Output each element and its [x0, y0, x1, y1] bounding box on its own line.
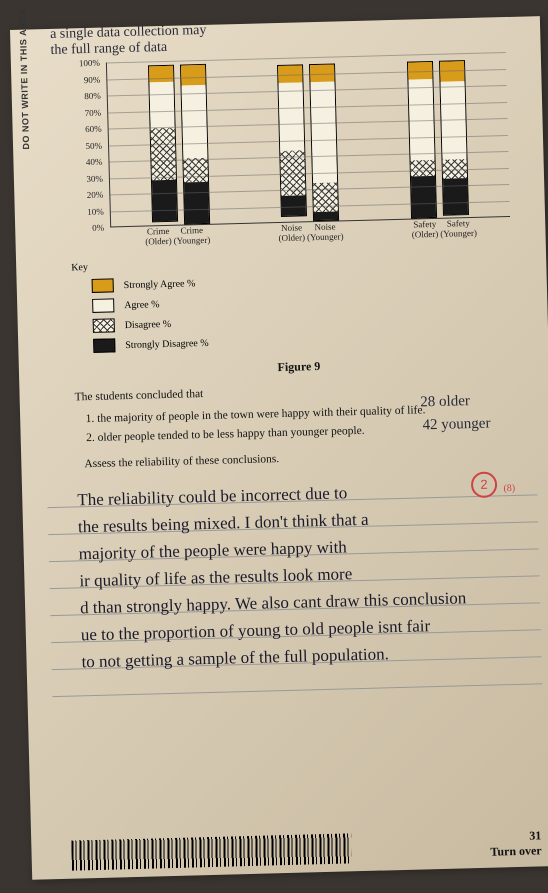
legend-label: Disagree %	[125, 318, 172, 330]
stacked-bar	[439, 60, 469, 216]
do-not-write-label: DO NOT WRITE IN THIS AREA	[17, 8, 31, 149]
exam-page: a single data collection may the full ra…	[10, 16, 548, 880]
x-label-pair: Crime(Older)Crime(Younger)	[145, 225, 210, 257]
x-label: Crime(Younger)	[173, 225, 210, 256]
x-label: Noise(Older)	[278, 222, 305, 253]
chart-plot	[106, 52, 510, 227]
bar-segment-a	[181, 84, 207, 158]
legend-swatch	[92, 278, 114, 293]
x-label: Safety(Younger)	[440, 218, 477, 249]
legend-label: Agree %	[124, 299, 160, 311]
stacked-bar	[180, 64, 210, 225]
legend-row: Strongly Disagree %	[93, 328, 523, 353]
y-tick-label: 30%	[86, 173, 103, 183]
legend-label: Strongly Agree %	[124, 278, 196, 291]
y-tick-label: 20%	[87, 190, 104, 200]
x-label-pair: Noise(Older)Noise(Younger)	[278, 221, 343, 253]
x-label: Noise(Younger)	[307, 221, 344, 252]
bar-segment-sd	[314, 211, 338, 220]
bar-segment-sd	[443, 179, 468, 215]
bar-segment-d	[314, 182, 339, 212]
student-handwriting: The reliability could be incorrect due t…	[77, 475, 532, 676]
y-tick-label: 0%	[92, 223, 104, 233]
bar-segment-a	[311, 81, 338, 183]
stacked-bar	[407, 61, 437, 218]
y-tick-label: 60%	[85, 124, 102, 134]
handwritten-note-younger: 42 younger	[422, 416, 490, 435]
y-tick-label: 100%	[79, 58, 100, 69]
page-number: 31	[490, 828, 542, 844]
y-tick-label: 50%	[85, 140, 102, 150]
bar-pair	[277, 64, 339, 222]
bar-segment-sd	[152, 180, 177, 221]
bar-segment-d	[150, 128, 175, 181]
bar-segment-sd	[184, 182, 209, 223]
bar-segment-a	[149, 82, 174, 128]
assess-prompt: Assess the reliability of these conclusi…	[84, 443, 526, 474]
x-label: Safety(Older)	[411, 219, 438, 250]
legend-swatch	[92, 298, 114, 313]
x-label: Crime(Older)	[145, 226, 172, 257]
bar-segment-sa	[181, 65, 206, 85]
turn-over: Turn over	[490, 843, 542, 859]
mark-total: (8)	[503, 483, 515, 494]
bar-segment-d	[183, 158, 208, 183]
answer-area: 2 (8) The reliability could be incorrect…	[77, 475, 532, 697]
y-axis: 0%10%20%30%40%50%60%70%80%90%100%	[66, 63, 108, 229]
barcode	[71, 833, 352, 870]
y-tick-label: 70%	[85, 107, 102, 117]
legend-swatch	[93, 318, 115, 333]
bar-segment-d	[411, 160, 435, 177]
stacked-bar-chart: 0% 10% 20% 30% 40% 50% 60% 70% 80% 90% 100% Crime(…	[66, 52, 521, 259]
ruled-line	[52, 683, 542, 697]
y-tick-label: 80%	[84, 91, 101, 101]
y-tick-label: 40%	[86, 157, 103, 167]
bar-segment-sd	[411, 176, 436, 217]
page-footer: 31 Turn over	[71, 828, 542, 870]
stacked-bar	[309, 64, 339, 221]
handwritten-note-older: 28 older	[420, 393, 470, 411]
bar-segment-sa	[440, 61, 465, 81]
y-tick-label: 10%	[87, 206, 104, 216]
footer-text: 31 Turn over	[490, 828, 542, 859]
legend-label: Strongly Disagree %	[125, 337, 209, 350]
x-label-pair: Safety(Older)Safety(Younger)	[411, 218, 476, 250]
legend-swatch	[93, 338, 115, 353]
figure-label: Figure 9	[74, 354, 524, 381]
bar-segment-sa	[149, 66, 173, 83]
y-tick-label: 90%	[84, 74, 101, 84]
chart-legend: Key Strongly Agree %Agree %Disagree %Str…	[71, 251, 523, 354]
bar-pair	[407, 60, 469, 218]
